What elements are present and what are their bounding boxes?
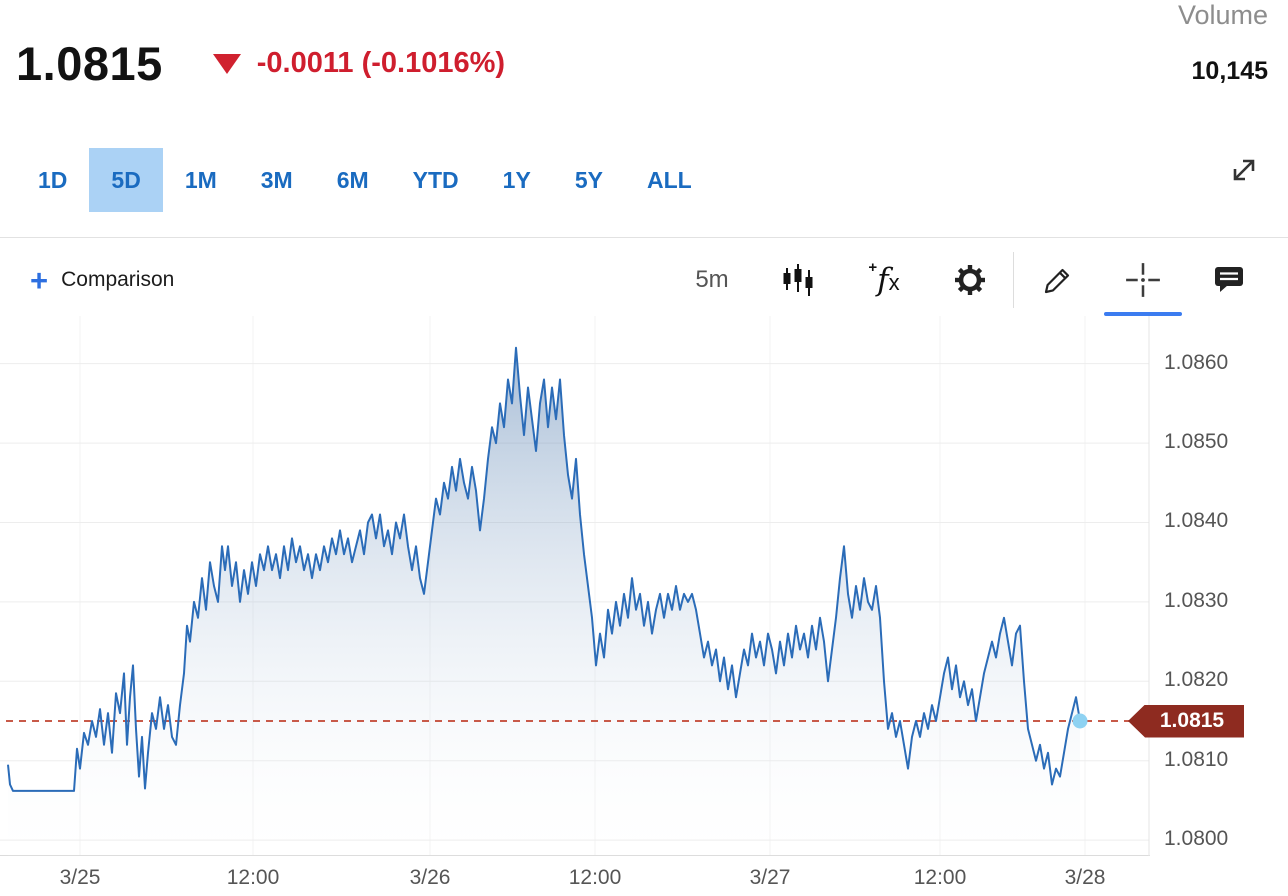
current-price: 1.0815 bbox=[16, 37, 163, 90]
active-tool-underline bbox=[1104, 312, 1182, 316]
interval-label: 5m bbox=[695, 266, 729, 293]
current-price-tag: 1.0815 bbox=[1128, 704, 1244, 738]
chart-plot-area[interactable] bbox=[0, 316, 1150, 856]
header-divider bbox=[0, 237, 1288, 238]
draw-pencil-button[interactable] bbox=[1014, 248, 1100, 312]
fullscreen-expand-button[interactable] bbox=[1222, 148, 1266, 195]
range-tab-1y[interactable]: 1Y bbox=[481, 148, 553, 212]
range-tab-all[interactable]: ALL bbox=[625, 148, 714, 212]
crosshair-tool-button[interactable] bbox=[1100, 248, 1186, 316]
chart-type-candlestick-button[interactable] bbox=[755, 248, 841, 312]
indicators-fx-button[interactable]: +fx bbox=[841, 248, 927, 312]
expand-arrows-icon bbox=[1233, 159, 1255, 181]
comparison-button[interactable]: + Comparison bbox=[30, 265, 174, 296]
y-axis-label: 1.0810 bbox=[1164, 747, 1229, 771]
y-axis-label: 1.0850 bbox=[1164, 430, 1229, 454]
settings-gear-button[interactable] bbox=[927, 248, 1013, 312]
x-axis-label: 3/26 bbox=[409, 866, 451, 889]
range-tab-1d[interactable]: 1D bbox=[16, 148, 89, 212]
y-axis-label: 1.0860 bbox=[1164, 350, 1229, 374]
range-tab-5y[interactable]: 5Y bbox=[553, 148, 625, 212]
chart-section: 1.0860 1.0850 1.0840 1.0830 1.0820 1.0810 1.08… bbox=[0, 316, 1288, 896]
fx-indicators-icon: +fx bbox=[868, 259, 900, 298]
comments-button[interactable] bbox=[1186, 248, 1272, 312]
y-axis-label: 1.0800 bbox=[1164, 827, 1229, 851]
crosshair-icon bbox=[1126, 263, 1160, 297]
price-change: -0.0011 (-0.1016%) bbox=[256, 47, 506, 79]
tool-group: 5m +fx bbox=[669, 248, 1272, 316]
interval-select[interactable]: 5m bbox=[669, 248, 755, 312]
pencil-icon bbox=[1044, 268, 1070, 294]
range-tab-ytd[interactable]: YTD bbox=[391, 148, 481, 212]
range-tab-3m[interactable]: 3M bbox=[239, 148, 315, 212]
range-tab-5d[interactable]: 5D bbox=[89, 148, 163, 212]
time-axis: 3/25 12:00 3/26 12:00 3/27 12:00 3/28 bbox=[0, 862, 1150, 894]
y-axis-label: 1.0830 bbox=[1164, 588, 1229, 612]
x-axis-label: 12:00 bbox=[226, 866, 280, 889]
y-axis-label: 1.0840 bbox=[1164, 509, 1229, 533]
gear-icon bbox=[955, 265, 985, 295]
comparison-label: Comparison bbox=[61, 268, 175, 291]
chart-toolbar: + Comparison 5m +fx bbox=[0, 246, 1288, 316]
x-axis-label: 3/25 bbox=[59, 866, 101, 889]
x-axis-label: 3/28 bbox=[1064, 866, 1106, 889]
volume-label: Volume bbox=[1177, 0, 1268, 30]
volume-block: Volume 10,145 bbox=[1178, 0, 1268, 86]
y-axis-label: 1.0820 bbox=[1164, 668, 1229, 692]
x-axis-label: 12:00 bbox=[913, 866, 967, 889]
price-axis: 1.0860 1.0850 1.0840 1.0830 1.0820 1.0810 1.08… bbox=[1150, 316, 1288, 856]
down-triangle-icon bbox=[212, 53, 241, 74]
volume-value: 10,145 bbox=[1191, 57, 1268, 85]
x-axis-label: 3/27 bbox=[749, 866, 791, 889]
toolbar-divider bbox=[1013, 252, 1014, 308]
candlestick-icon bbox=[783, 264, 813, 296]
x-axis-label: 12:00 bbox=[568, 866, 622, 889]
range-tab-6m[interactable]: 6M bbox=[315, 148, 391, 212]
range-tabs-row: 1D 5D 1M 3M 6M YTD 1Y 5Y ALL bbox=[0, 148, 1288, 214]
comment-icon bbox=[1215, 267, 1243, 292]
quote-header: 1.0815 -0.0011 (-0.1016%) bbox=[16, 36, 505, 91]
range-tab-1m[interactable]: 1M bbox=[163, 148, 239, 212]
range-tabs: 1D 5D 1M 3M 6M YTD 1Y 5Y ALL bbox=[16, 148, 714, 212]
current-price-tag-label: 1.0815 bbox=[1159, 709, 1225, 732]
plus-icon: + bbox=[30, 262, 49, 298]
